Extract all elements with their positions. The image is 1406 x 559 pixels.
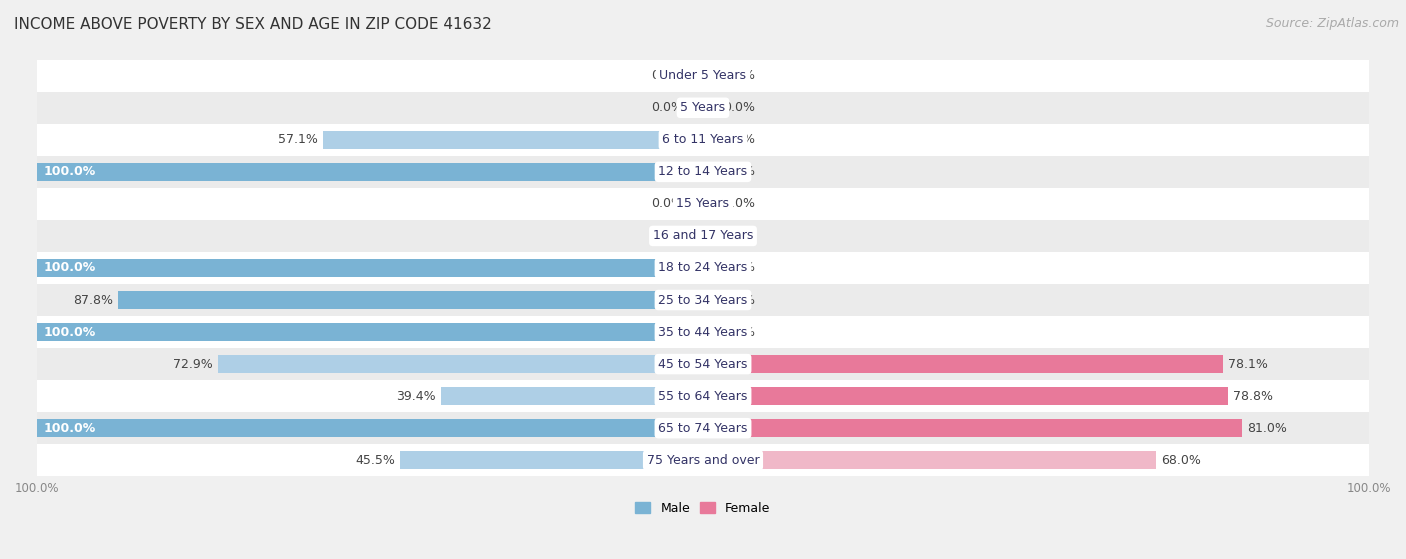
Bar [37,220,1369,252]
Text: 100.0%: 100.0% [44,262,96,274]
Text: INCOME ABOVE POVERTY BY SEX AND AGE IN ZIP CODE 41632: INCOME ABOVE POVERTY BY SEX AND AGE IN Z… [14,17,492,32]
Bar [37,316,1369,348]
Bar [703,163,720,181]
Text: 0.0%: 0.0% [723,69,755,82]
Text: 35 to 44 Years: 35 to 44 Years [658,325,748,339]
Bar [37,60,1369,92]
Text: 18 to 24 Years: 18 to 24 Years [658,262,748,274]
Bar [37,156,1369,188]
Bar [703,452,1156,469]
Text: 75 Years and over: 75 Years and over [647,454,759,467]
Text: 68.0%: 68.0% [1161,454,1201,467]
Text: 0.0%: 0.0% [723,197,755,210]
Text: 57.1%: 57.1% [277,133,318,146]
Bar [37,323,703,341]
Text: 0.0%: 0.0% [723,325,755,339]
Text: 0.0%: 0.0% [651,229,683,243]
Bar [37,163,703,181]
Bar [37,444,1369,476]
Text: 55 to 64 Years: 55 to 64 Years [658,390,748,402]
Bar [703,67,720,84]
Text: 39.4%: 39.4% [395,390,436,402]
Text: 0.0%: 0.0% [651,197,683,210]
Text: 16 and 17 Years: 16 and 17 Years [652,229,754,243]
Bar [703,195,720,213]
Bar [323,131,703,149]
Text: Source: ZipAtlas.com: Source: ZipAtlas.com [1265,17,1399,30]
Bar [37,419,703,437]
Bar [703,259,720,277]
Text: 0.0%: 0.0% [723,293,755,306]
Bar [686,195,703,213]
Text: 6 to 11 Years: 6 to 11 Years [662,133,744,146]
Text: 15 Years: 15 Years [676,197,730,210]
Bar [401,452,703,469]
Text: 45 to 54 Years: 45 to 54 Years [658,358,748,371]
Bar [703,227,720,245]
Text: 0.0%: 0.0% [723,165,755,178]
Text: 45.5%: 45.5% [354,454,395,467]
Legend: Male, Female: Male, Female [630,497,776,520]
Text: 12 to 14 Years: 12 to 14 Years [658,165,748,178]
Bar [686,227,703,245]
Text: 0.0%: 0.0% [651,69,683,82]
Bar [218,356,703,373]
Bar [703,131,720,149]
Bar [703,291,720,309]
Bar [703,99,720,117]
Text: 0.0%: 0.0% [723,262,755,274]
Text: 65 to 74 Years: 65 to 74 Years [658,421,748,435]
Text: 0.0%: 0.0% [723,101,755,114]
Bar [703,419,1243,437]
Bar [686,67,703,84]
Bar [37,412,1369,444]
Bar [37,259,703,277]
Bar [37,92,1369,124]
Text: 78.1%: 78.1% [1229,358,1268,371]
Bar [37,380,1369,412]
Text: 100.0%: 100.0% [44,421,96,435]
Text: 0.0%: 0.0% [723,229,755,243]
Bar [703,356,1223,373]
Text: 5 Years: 5 Years [681,101,725,114]
Bar [703,387,1227,405]
Bar [37,188,1369,220]
Text: 72.9%: 72.9% [173,358,212,371]
Text: Under 5 Years: Under 5 Years [659,69,747,82]
Text: 25 to 34 Years: 25 to 34 Years [658,293,748,306]
Bar [37,348,1369,380]
Bar [703,323,720,341]
Text: 81.0%: 81.0% [1247,421,1288,435]
Text: 78.8%: 78.8% [1233,390,1272,402]
Bar [686,99,703,117]
Bar [440,387,703,405]
Text: 87.8%: 87.8% [73,293,112,306]
Bar [37,124,1369,156]
Bar [37,284,1369,316]
Bar [37,252,1369,284]
Text: 0.0%: 0.0% [723,133,755,146]
Text: 100.0%: 100.0% [44,165,96,178]
Bar [118,291,703,309]
Text: 100.0%: 100.0% [44,325,96,339]
Text: 0.0%: 0.0% [651,101,683,114]
